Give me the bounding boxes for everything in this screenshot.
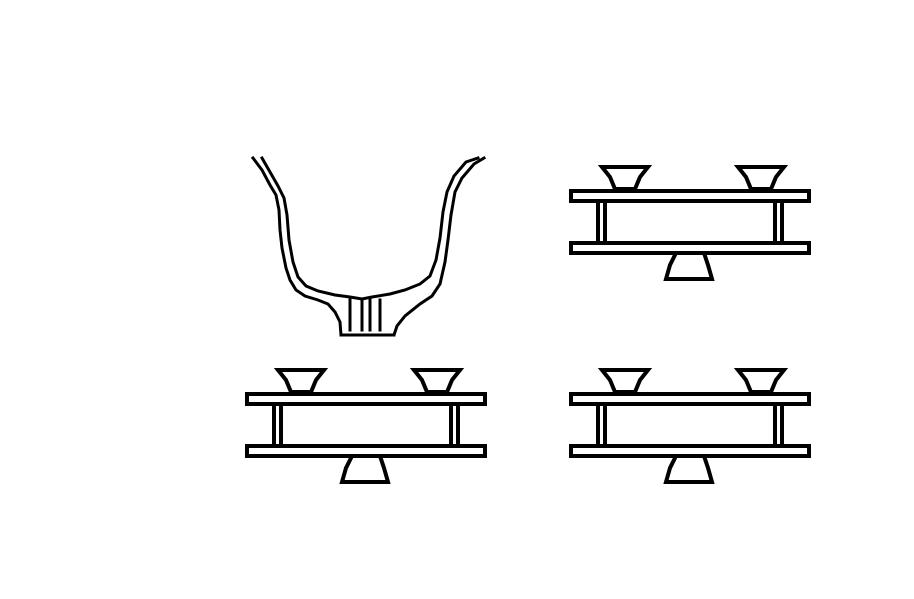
curved-horn-bracket	[250, 155, 487, 337]
beam-section-bottom-right	[569, 368, 811, 484]
web-box	[279, 402, 453, 448]
horn-center-notch	[348, 297, 382, 332]
web-box	[603, 199, 777, 245]
bottom-mount	[663, 251, 715, 281]
bottom-mount	[339, 454, 391, 484]
bottom-mount	[663, 454, 715, 484]
beam-section-bottom-left	[245, 368, 487, 484]
web-box	[603, 402, 777, 448]
horn-outer-outline	[250, 155, 487, 337]
beam-section-top-right	[569, 165, 811, 281]
